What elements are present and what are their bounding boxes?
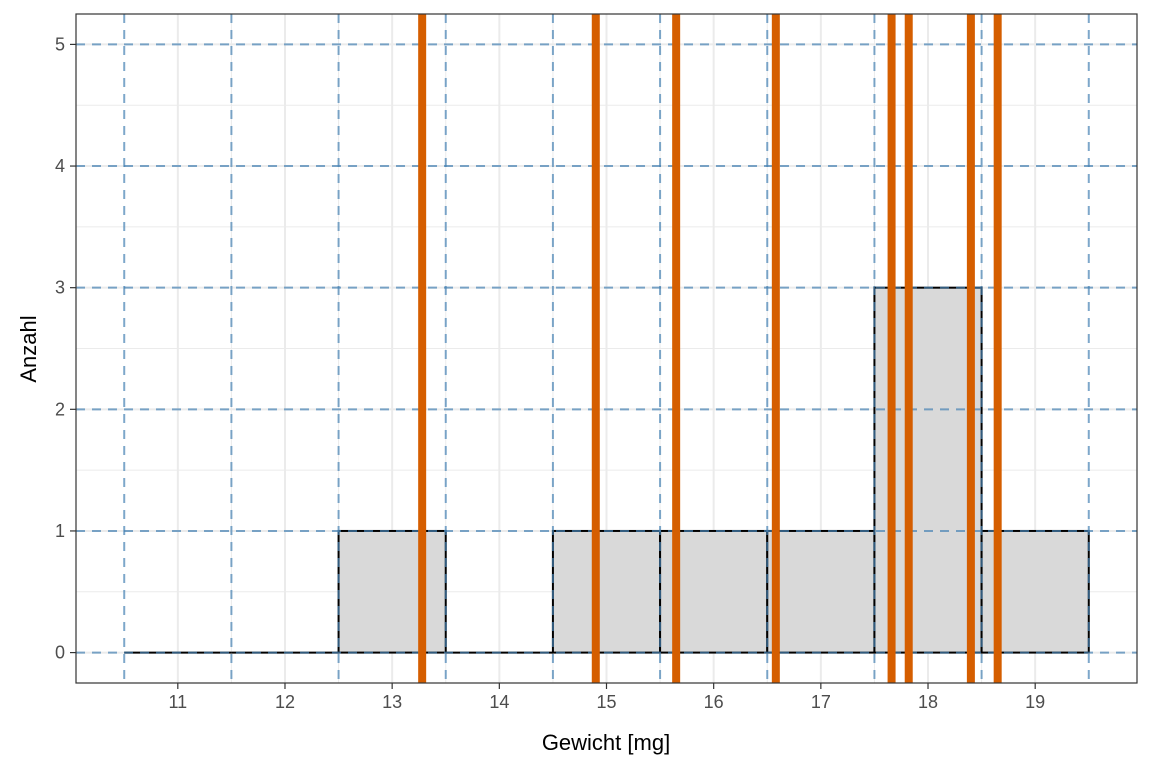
x-tick-label: 15: [596, 692, 616, 712]
x-tick-label: 14: [489, 692, 509, 712]
x-tick-label: 17: [811, 692, 831, 712]
y-tick-label: 4: [55, 156, 65, 176]
y-tick-label: 3: [55, 278, 65, 298]
y-tick-label: 1: [55, 521, 65, 541]
y-axis-ticks: 0 1 2 3 4 5: [55, 34, 76, 663]
x-tick-label: 12: [275, 692, 295, 712]
y-axis-title: Anzahl: [16, 315, 41, 382]
x-axis-ticks: 11 12 13 14 15 16 17 18 19: [168, 683, 1045, 712]
histogram-bar: [766, 529, 876, 654]
x-axis-title: Gewicht [mg]: [542, 730, 670, 755]
y-tick-label: 2: [55, 399, 65, 419]
x-tick-label: 19: [1025, 692, 1045, 712]
x-tick-label: 18: [918, 692, 938, 712]
x-tick-label: 16: [704, 692, 724, 712]
observation-lines: [418, 14, 1002, 683]
y-tick-label: 5: [55, 34, 65, 54]
histogram-bar: [337, 529, 447, 654]
y-tick-label: 0: [55, 643, 65, 663]
histogram-bar: [551, 529, 662, 654]
x-tick-label: 13: [382, 692, 402, 712]
bin-edge-guides: [76, 14, 1137, 683]
x-tick-label: 11: [168, 692, 187, 712]
